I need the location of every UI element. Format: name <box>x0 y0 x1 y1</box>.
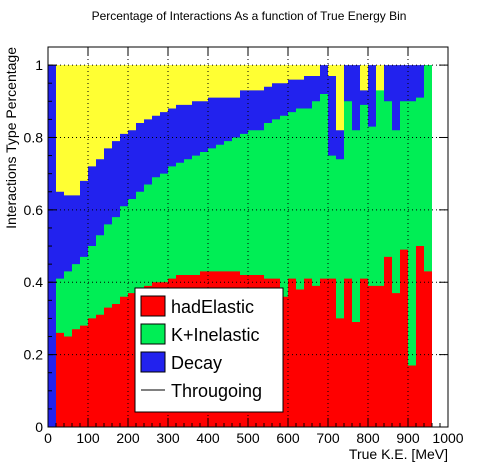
y-tick-label: 0.6 <box>24 202 44 218</box>
x-tick-label: 900 <box>396 430 420 446</box>
legend-swatch <box>140 323 166 345</box>
y-axis-title: Interactions Type Percentage <box>3 47 19 229</box>
legend-swatch <box>140 295 166 317</box>
legend-label: hadElastic <box>171 297 254 317</box>
legend-swatch <box>140 351 166 373</box>
x-axis-title: True K.E. [MeV] <box>349 446 448 462</box>
x-tick-label: 400 <box>196 430 220 446</box>
x-tick-label: 800 <box>356 430 380 446</box>
y-tick-label: 0.4 <box>24 274 44 290</box>
axis-ticks: 0 100 200 300 400 500 600 700 800 900 1000 0 0.2 0.4 0… <box>24 46 464 446</box>
x-tick-label: 100 <box>76 430 100 446</box>
legend-label: Througoing <box>171 381 262 401</box>
y-tick-label: 0.2 <box>24 347 44 363</box>
x-tick-label: 700 <box>316 430 340 446</box>
x-tick-label: 0 <box>44 430 52 446</box>
legend: hadElastic K+Inelastic Decay Througoing <box>134 287 284 413</box>
x-tick-label: 600 <box>276 430 300 446</box>
y-tick-label: 0.8 <box>24 129 44 145</box>
legend-label: Decay <box>171 353 222 373</box>
x-tick-label: 300 <box>156 430 180 446</box>
y-tick-label: 1 <box>35 57 43 73</box>
x-tick-label: 200 <box>116 430 140 446</box>
x-tick-label: 1000 <box>432 430 463 446</box>
chart-title: Percentage of Interactions As a function… <box>92 9 407 23</box>
y-tick-label: 0 <box>35 419 43 435</box>
legend-label: K+Inelastic <box>171 325 260 345</box>
x-tick-label: 500 <box>236 430 260 446</box>
